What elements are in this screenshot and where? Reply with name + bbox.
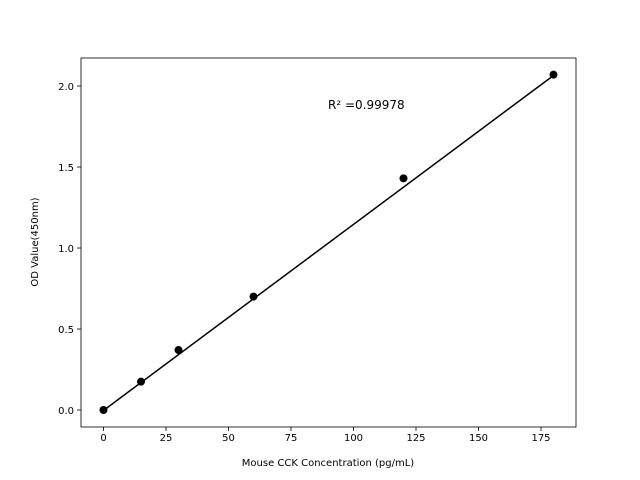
y-tick-label: 0.5 bbox=[58, 325, 74, 336]
x-tick-label: 50 bbox=[222, 433, 235, 444]
x-tick-label: 75 bbox=[285, 433, 298, 444]
x-tick-label: 175 bbox=[531, 433, 550, 444]
y-tick-label: 1.5 bbox=[58, 163, 74, 174]
annotation: R² =0.99978 bbox=[328, 98, 405, 112]
data-point bbox=[549, 70, 558, 79]
x-tick-label: 125 bbox=[406, 433, 425, 444]
fit-line bbox=[103, 74, 554, 412]
x-tick-label: 100 bbox=[344, 433, 363, 444]
data-point bbox=[99, 405, 108, 414]
x-axis-title: Mouse CCK Concentration (pg/mL) bbox=[242, 458, 415, 469]
x-tick-label: 150 bbox=[469, 433, 488, 444]
y-tick-label: 0.0 bbox=[58, 406, 74, 417]
data-point bbox=[174, 346, 183, 355]
data-point bbox=[137, 377, 145, 386]
data-point bbox=[399, 174, 408, 183]
y-tick-label: 1.0 bbox=[58, 244, 74, 255]
y-tick-label: 2.0 bbox=[58, 82, 74, 93]
y-axis-title: OD Value(450nm) bbox=[30, 197, 41, 286]
x-tick-label: 25 bbox=[160, 433, 173, 444]
x-tick-label: 0 bbox=[100, 433, 106, 444]
plot-frame bbox=[80, 57, 577, 428]
data-point bbox=[249, 292, 258, 301]
